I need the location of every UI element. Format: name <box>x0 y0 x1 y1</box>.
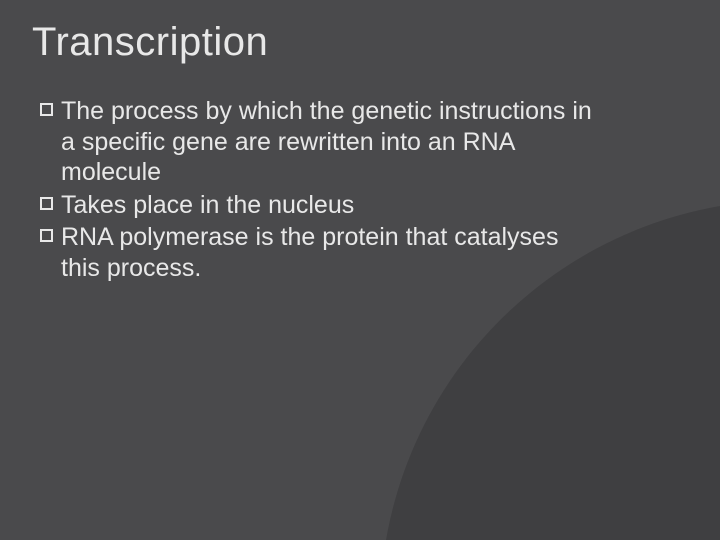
bullet-item: RNA polymerase is the protein that catal… <box>40 222 600 283</box>
bullet-marker-icon <box>40 197 53 210</box>
bullet-text: The process by which the genetic instruc… <box>61 96 600 188</box>
bullet-marker-icon <box>40 103 53 116</box>
slide: Transcription The process by which the g… <box>0 0 720 540</box>
bullet-text: Takes place in the nucleus <box>61 190 600 221</box>
slide-title: Transcription <box>32 20 268 65</box>
bullet-item: The process by which the genetic instruc… <box>40 96 600 188</box>
slide-content: The process by which the genetic instruc… <box>40 96 600 285</box>
bullet-marker-icon <box>40 229 53 242</box>
bullet-item: Takes place in the nucleus <box>40 190 600 221</box>
bullet-text: RNA polymerase is the protein that catal… <box>61 222 600 283</box>
